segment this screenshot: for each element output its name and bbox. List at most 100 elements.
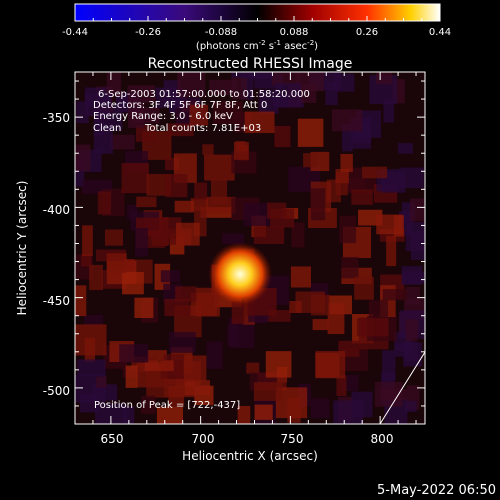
heatmap-cell [75,144,91,172]
heatmap-cell [156,406,184,424]
x-tick-label: 650 [101,432,124,446]
heatmap-cell [303,153,317,168]
heatmap-cell [202,144,214,155]
heatmap-cell [336,375,347,397]
heatmap-cell [75,285,87,317]
heatmap-cell [96,376,107,388]
heatmap-cell [237,405,251,424]
heatmap-cell [147,350,167,361]
heatmap-cell [297,118,324,147]
y-tick-label: -450 [43,294,70,308]
y-tick-label: -500 [43,384,70,398]
heatmap-cell [405,286,420,305]
heatmap-cell [134,228,149,257]
heatmap-cell [368,300,388,320]
heatmap-cell [84,337,96,362]
heatmap-cell [254,404,273,420]
heatmap-cell [325,81,338,106]
colorbar-tick-labels: -0.44 -0.26 -0.088 0.088 0.26 0.44 [62,27,451,38]
heatmap-cell [231,301,245,324]
heatmap-cell [127,102,145,129]
annotation-energy: Energy Range: 3.0 - 6.0 keV [93,111,233,122]
heatmap-cell [77,359,106,376]
heatmap-cell [209,79,237,95]
heatmap-cell [382,350,396,381]
annotation-clean: Clean [93,123,121,134]
peak-source [208,242,273,307]
heatmap-cell [351,189,373,205]
heatmap-cell [339,215,357,244]
heatmap-cell [275,83,301,108]
heatmap-cell [183,355,207,382]
heatmap-cell [82,225,93,256]
y-tick-label: -400 [43,203,70,217]
heatmap-cell [356,318,389,337]
cbar-tick-label: -0.44 [62,27,88,38]
heatmap-cell [189,104,209,126]
heatmap-cell [246,362,260,374]
heatmap-cell [144,360,174,372]
heatmap-cell [97,191,111,215]
heatmap-cell [401,266,423,285]
heatmap-cell [89,264,103,291]
heatmap-cell [121,163,150,194]
heatmap-cell [405,319,418,342]
heatmap-cell [381,171,406,193]
heatmap-cell [244,111,275,134]
heatmap-cell [210,179,228,204]
heatmap-cell [231,72,259,78]
heatmap-cell [341,256,359,279]
y-axis-label: Heliocentric Y (arcsec) [15,181,29,316]
heatmap-cell [75,158,85,187]
y-tick-label: -350 [43,111,70,125]
heatmap-cell [84,314,104,326]
heatmap-cell [274,125,291,148]
heatmap-cell [253,226,285,245]
heatmap-cell [184,380,211,396]
heatmap-cell [104,229,123,246]
heatmap-cell [291,222,305,248]
heatmap-cell [122,271,144,295]
heatmap-cell [123,406,135,424]
heatmap-cell [351,391,373,418]
heatmap-cell [290,266,312,288]
heatmap-cell [386,235,397,267]
heatmap-cell [194,182,208,200]
chart-title: Reconstructed RHESSI Image [148,56,353,72]
heatmap-cell [253,382,283,401]
heatmap-cell [327,303,345,335]
heatmap-cell [227,323,238,347]
heatmap-cell [231,77,248,100]
heatmap-cell [182,100,198,113]
heatmap-cell [272,72,301,86]
heatmap-cell [160,270,181,283]
heatmap-cell [166,123,194,137]
heatmap-cell [175,286,197,302]
heatmap-cell [135,125,157,142]
footer-date: 5-May-2022 06:50 [377,483,496,498]
heatmap-cell [340,153,353,173]
heatmap-cell [95,403,127,424]
heatmap-cell [206,341,223,369]
heatmap-cell [106,72,121,97]
heatmap-cell [289,301,302,314]
heatmap-cell [410,198,425,222]
heatmap-cell [243,202,271,226]
heatmap-cell [80,393,99,413]
heatmap-cell [310,188,326,221]
heatmap-cell [76,101,89,124]
x-tick-label: 750 [281,432,304,446]
heatmap-cell [169,332,196,353]
cbar-tick-label: 0.26 [356,27,378,38]
cbar-tick-label: -0.088 [205,27,237,38]
heatmap-cell [258,89,279,114]
annotation-detectors: Detectors: 3F 4F 5F 6F 7F 8F, Att 0 [93,100,267,111]
heatmap-cell [164,298,190,317]
heatmap-cell [93,108,104,136]
heatmap-cell [136,196,157,208]
heatmap-cell [124,259,135,270]
x-tick-labels: 650 700 750 800 [101,432,394,446]
heatmap-cell [119,344,149,363]
heatmap-cell [233,141,249,160]
x-tick-label: 700 [192,432,215,446]
